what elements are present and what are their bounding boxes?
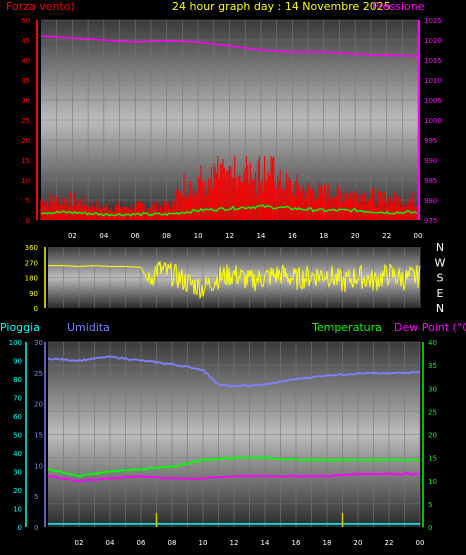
temperature-tick-5: 25 (428, 408, 437, 416)
wind-tick-8: 40 (21, 57, 30, 65)
temperature-tick-8: 40 (428, 339, 437, 347)
p1-xtick-06: 06 (131, 232, 140, 240)
temperature-tick-6: 30 (428, 385, 437, 393)
rain-axis-title: Pioggia (0, 321, 40, 334)
direction-tick-3: 270 (25, 259, 38, 267)
p1-xtick-18: 18 (319, 232, 328, 240)
p3-xtick-10: 10 (199, 539, 208, 547)
humidity-tick-0: 0 (18, 524, 22, 532)
humidity-series (47, 355, 421, 388)
humidity-tick-1: 10 (13, 506, 22, 514)
rain-tick-2: 10 (34, 462, 43, 470)
direction-tick-4: 360 (25, 244, 38, 252)
temperature-tick-2: 10 (428, 478, 437, 486)
temperature-axis-title: Temperatura (311, 321, 382, 334)
humidity-tick-5: 50 (13, 432, 22, 440)
p1-xtick-22: 22 (382, 232, 391, 240)
wind-tick-1: 5 (26, 197, 30, 205)
p3-xtick-16: 16 (292, 539, 301, 547)
humidity-axis-title: Umidita (67, 321, 110, 334)
temperature-tick-1: 5 (428, 501, 432, 509)
pressure-tick-8: 1015 (424, 57, 442, 65)
pressure-tick-4: 995 (424, 137, 437, 145)
pressure-tick-1: 980 (424, 197, 437, 205)
wind-tick-9: 45 (21, 37, 30, 45)
p3-xtick-14: 14 (261, 539, 270, 547)
direction-series (48, 260, 421, 299)
dewpoint-series (47, 472, 421, 482)
p1-xtick-00: 00 (414, 232, 423, 240)
wind-tick-7: 35 (21, 77, 30, 85)
pressure-tick-10: 1025 (424, 17, 442, 25)
direction-tick-0: 0 (34, 305, 38, 313)
rain-tick-5: 25 (34, 370, 43, 378)
p3-xtick-18: 18 (323, 539, 332, 547)
pressure-tick-6: 1005 (424, 97, 442, 105)
p1-xtick-20: 20 (351, 232, 360, 240)
pressure-axis-title: Pressione (372, 0, 425, 13)
humidity-tick-4: 40 (13, 450, 22, 458)
temperature-series (47, 456, 421, 478)
p3-xtick-08: 08 (168, 539, 177, 547)
p1-xtick-10: 10 (194, 232, 203, 240)
p3-xtick-12: 12 (230, 539, 239, 547)
compass-label-2: S (437, 272, 444, 285)
p3-xtick-06: 06 (137, 539, 146, 547)
pressure-tick-9: 1020 (424, 37, 442, 45)
p1-xtick-14: 14 (256, 232, 265, 240)
p3-xtick-20: 20 (354, 539, 363, 547)
humidity-tick-9: 90 (13, 358, 22, 366)
dewpoint-axis-title: Dew Point (°C) (394, 321, 466, 334)
rain-tick-3: 15 (34, 432, 43, 440)
wind-average-series (41, 204, 418, 217)
p3-xtick-02: 02 (75, 539, 84, 547)
pressure-tick-5: 1000 (424, 117, 442, 125)
compass-label-3: E (437, 287, 444, 300)
p3-xtick-04: 04 (106, 539, 115, 547)
humidity-tick-10: 100 (9, 339, 22, 347)
wind-axis-title: Forza vento) (6, 0, 75, 13)
humidity-tick-8: 80 (13, 376, 22, 384)
p1-xtick-12: 12 (225, 232, 234, 240)
wind-tick-2: 10 (21, 177, 30, 185)
humidity-tick-6: 60 (13, 413, 22, 421)
temperature-tick-0: 0 (428, 524, 432, 532)
direction-tick-2: 180 (25, 275, 38, 283)
temperature-tick-3: 15 (428, 455, 437, 463)
chart-title: 24 hour graph day : 14 Novembre 2025 (172, 0, 391, 13)
wind-tick-3: 15 (21, 157, 30, 165)
pressure-series (40, 35, 419, 57)
wind-tick-0: 0 (26, 217, 30, 225)
p3-xtick-22: 22 (385, 539, 394, 547)
rain-tick-0: 0 (34, 524, 38, 532)
pressure-tick-2: 985 (424, 177, 437, 185)
temperature-tick-7: 35 (428, 362, 437, 370)
wind-tick-4: 20 (21, 137, 30, 145)
humidity-tick-3: 30 (13, 469, 22, 477)
direction-tick-1: 90 (29, 290, 38, 298)
wind-tick-6: 30 (21, 97, 30, 105)
compass-label-1: W (435, 256, 446, 269)
compass-label-4: N (436, 302, 444, 315)
rain-tick-4: 20 (34, 401, 43, 409)
wind-tick-5: 25 (21, 117, 30, 125)
p1-xtick-08: 08 (162, 232, 171, 240)
pressure-tick-7: 1010 (424, 77, 442, 85)
pressure-tick-3: 990 (424, 157, 437, 165)
p1-xtick-02: 02 (68, 232, 77, 240)
p3-xtick-00: 00 (416, 539, 425, 547)
temperature-tick-4: 20 (428, 432, 437, 440)
pressure-tick-0: 975 (424, 217, 437, 225)
wind-tick-10: 50 (21, 17, 30, 25)
compass-label-0: N (436, 241, 444, 254)
rain-tick-1: 5 (34, 493, 38, 501)
rain-tick-6: 30 (34, 339, 43, 347)
humidity-tick-7: 70 (13, 395, 22, 403)
p1-xtick-16: 16 (288, 232, 297, 240)
p1-xtick-04: 04 (99, 232, 108, 240)
humidity-tick-2: 20 (13, 487, 22, 495)
